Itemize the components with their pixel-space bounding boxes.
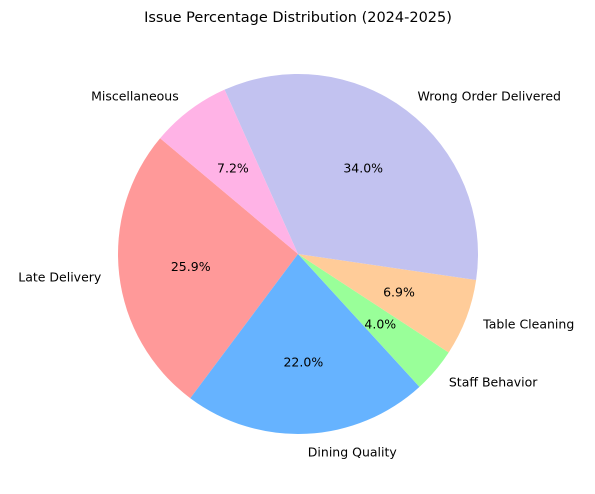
slice-label-miscellaneous: Miscellaneous [91, 88, 179, 103]
pie-slices [117, 74, 479, 434]
slice-label-dining-quality: Dining Quality [308, 444, 398, 459]
pie-slice-miscellaneous [160, 89, 298, 254]
pct-label-wrong-order-delivered: 34.0% [343, 160, 383, 175]
chart-title: Issue Percentage Distribution (2024-2025… [144, 10, 452, 26]
pie-labels: Late Delivery 25.9% Dining Quality 22.0% Sta… [18, 88, 574, 459]
slice-label-staff-behavior: Staff Behavior [449, 375, 538, 390]
pct-label-dining-quality: 22.0% [283, 354, 323, 369]
pie-slice-staff-behavior [298, 254, 449, 387]
slice-label-late-delivery: Late Delivery [18, 269, 102, 284]
pie-slice-late-delivery [117, 138, 298, 399]
pct-label-table-cleaning: 6.9% [383, 285, 415, 300]
slice-label-wrong-order-delivered: Wrong Order Delivered [417, 89, 560, 104]
pct-label-staff-behavior: 4.0% [364, 316, 396, 331]
pct-label-miscellaneous: 7.2% [217, 160, 249, 175]
pie-slice-wrong-order-delivered [224, 74, 479, 281]
pie-slice-table-cleaning [298, 254, 477, 353]
pct-label-late-delivery: 25.9% [171, 259, 211, 274]
pie-slice-dining-quality [190, 254, 420, 434]
slice-label-table-cleaning: Table Cleaning [482, 317, 574, 332]
